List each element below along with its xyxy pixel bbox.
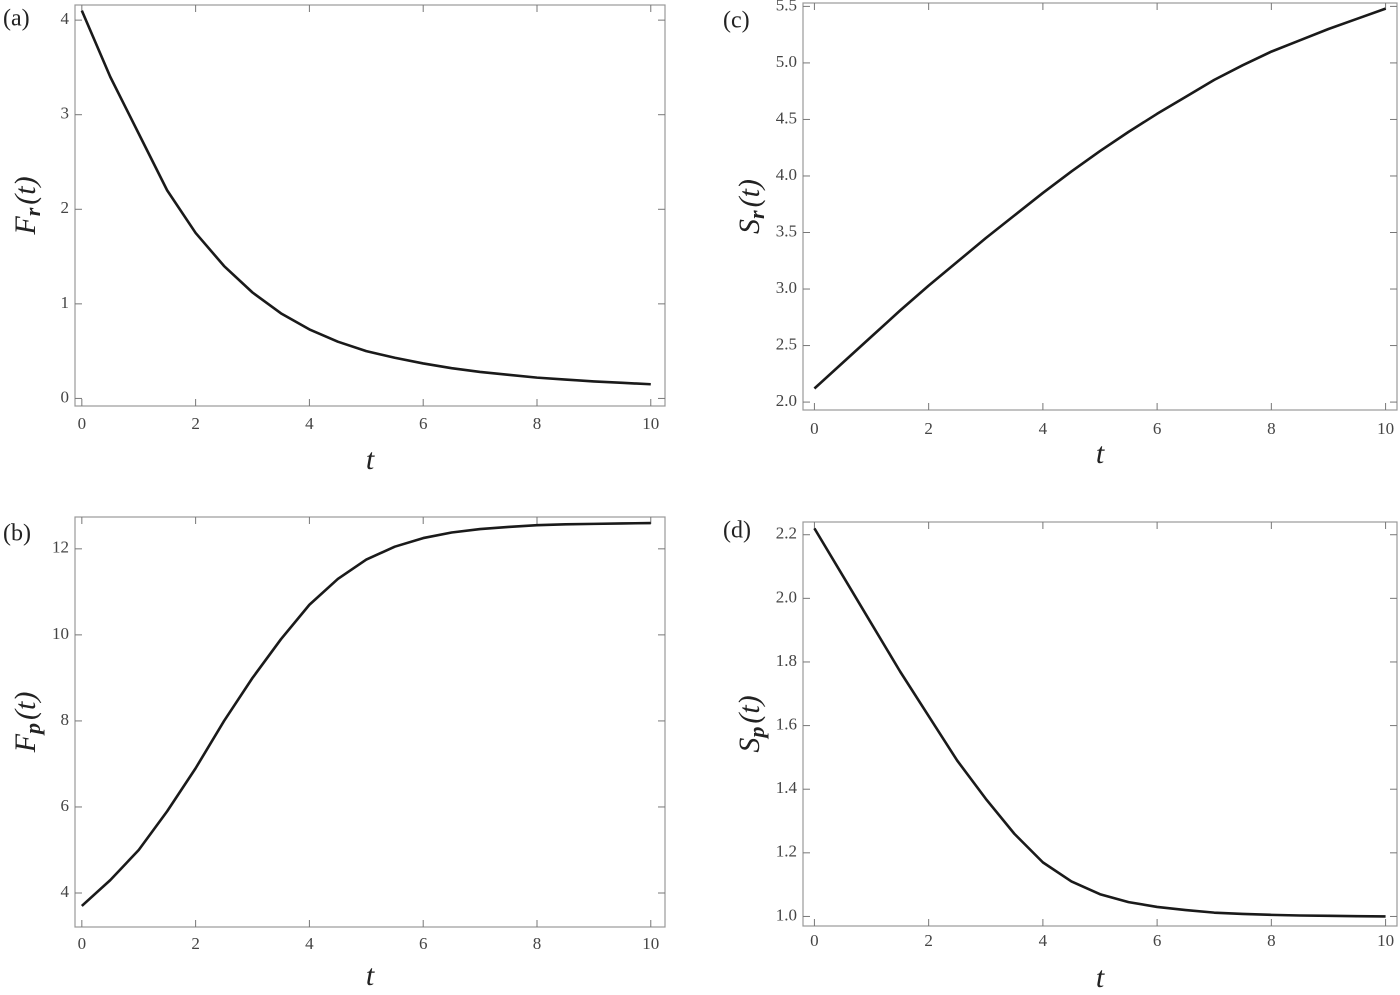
panel-label: (c) — [723, 8, 750, 34]
x-tick-label: 4 — [1039, 419, 1048, 438]
panel-label: (b) — [3, 521, 31, 547]
x-axis-label: t — [1096, 961, 1105, 994]
x-tick-label: 6 — [1153, 931, 1162, 950]
curve — [80, 521, 651, 907]
y-tick-label: 12 — [52, 538, 69, 557]
x-tick-label: 8 — [1267, 419, 1276, 438]
y-tick-label: 1.8 — [776, 651, 797, 670]
x-axis-label: t — [1096, 437, 1105, 470]
x-tick-label: 8 — [533, 934, 542, 953]
y-tick-label: 6 — [61, 796, 70, 815]
x-tick-label: 0 — [78, 414, 87, 433]
y-tick-label: 0 — [61, 387, 70, 406]
x-tick-label: 2 — [191, 414, 200, 433]
y-tick-label: 4.0 — [776, 165, 797, 184]
y-tick-label: 3 — [61, 104, 70, 123]
y-tick-label: 2.0 — [776, 391, 797, 410]
plot-frame — [74, 4, 666, 407]
y-tick-label: 1.0 — [776, 905, 797, 924]
y-tick-label: 2 — [61, 198, 70, 217]
x-axis-label: t — [366, 959, 375, 992]
y-tick-label: 3.0 — [776, 278, 797, 297]
plot-frame — [802, 2, 1398, 411]
curve — [80, 10, 651, 386]
x-axis-label: t — [366, 443, 375, 476]
y-tick-label: 2.0 — [776, 587, 797, 606]
y-tick-label: 4 — [61, 9, 70, 28]
plot-frame — [802, 521, 1398, 927]
y-label-main: S — [733, 738, 766, 753]
x-tick-label: 4 — [1039, 931, 1048, 950]
panel-label: (a) — [3, 6, 30, 32]
subplot: 0 2 4 6 8 10 1.0 1.2 1.4 1.6 1.8 2.0 2.2 (d) t Sp (t) — [723, 518, 1398, 994]
subplot: 0 2 4 6 8 10 0 1 2 3 4 (a) t Fr (t) — [3, 4, 666, 476]
x-tick-label: 4 — [305, 414, 314, 433]
y-label-sub: p — [20, 723, 45, 736]
x-tick-label: 0 — [810, 419, 819, 438]
y-tick-label: 8 — [61, 710, 70, 729]
y-axis-label: Fr (t) — [9, 176, 45, 235]
y-label-args: (t) — [733, 695, 766, 723]
subplot: 0 2 4 6 8 10 2.0 2.5 3.0 3.5 4.0 4.5 5.0 5.5 (c) t Sr (t) — [723, 0, 1398, 470]
x-tick-label: 10 — [1377, 931, 1394, 950]
y-label-args: (t) — [733, 179, 766, 207]
y-tick-label: 2.2 — [776, 524, 797, 543]
y-label-main: F — [9, 733, 42, 753]
curve — [813, 527, 1386, 918]
y-tick-label: 1.4 — [776, 778, 798, 797]
y-label-sub: p — [744, 727, 769, 740]
y-axis-label: Fp (t) — [9, 692, 45, 754]
y-axis-label: Sp (t) — [733, 695, 769, 752]
y-tick-label: 1.2 — [776, 842, 797, 861]
y-label-main: F — [9, 216, 42, 236]
x-tick-label: 8 — [1267, 931, 1276, 950]
y-tick-label: 4.5 — [776, 108, 797, 127]
y-tick-label: 5.5 — [776, 0, 797, 14]
x-tick-label: 2 — [924, 419, 933, 438]
x-tick-label: 2 — [924, 931, 933, 950]
subplot: 0 2 4 6 8 10 4 6 8 10 12 (b) t Fp (t) — [3, 516, 666, 992]
y-tick-label: 1.6 — [776, 714, 797, 733]
x-tick-label: 6 — [419, 934, 428, 953]
y-label-args: (t) — [9, 176, 42, 204]
y-axis-label: Sr (t) — [733, 179, 769, 234]
y-tick-label: 10 — [52, 624, 69, 643]
y-label-main: S — [733, 219, 766, 234]
x-tick-label: 4 — [305, 934, 314, 953]
panel-label: (d) — [723, 518, 751, 544]
plot-frame — [74, 516, 666, 928]
x-tick-label: 0 — [78, 934, 87, 953]
y-label-args: (t) — [9, 692, 42, 720]
curve — [813, 7, 1387, 390]
x-tick-label: 10 — [1377, 419, 1394, 438]
x-tick-label: 8 — [533, 414, 542, 433]
y-label-sub: r — [744, 210, 769, 219]
x-tick-label: 6 — [419, 414, 428, 433]
x-tick-label: 6 — [1153, 419, 1162, 438]
y-tick-label: 2.5 — [776, 334, 797, 353]
y-tick-label: 5.0 — [776, 52, 797, 71]
y-tick-label: 1 — [61, 293, 70, 312]
y-tick-label: 3.5 — [776, 221, 797, 240]
x-tick-label: 2 — [191, 934, 200, 953]
x-tick-label: 10 — [642, 934, 659, 953]
y-label-sub: r — [20, 207, 45, 216]
x-tick-label: 0 — [810, 931, 819, 950]
y-tick-label: 4 — [61, 882, 70, 901]
x-tick-label: 10 — [642, 414, 659, 433]
